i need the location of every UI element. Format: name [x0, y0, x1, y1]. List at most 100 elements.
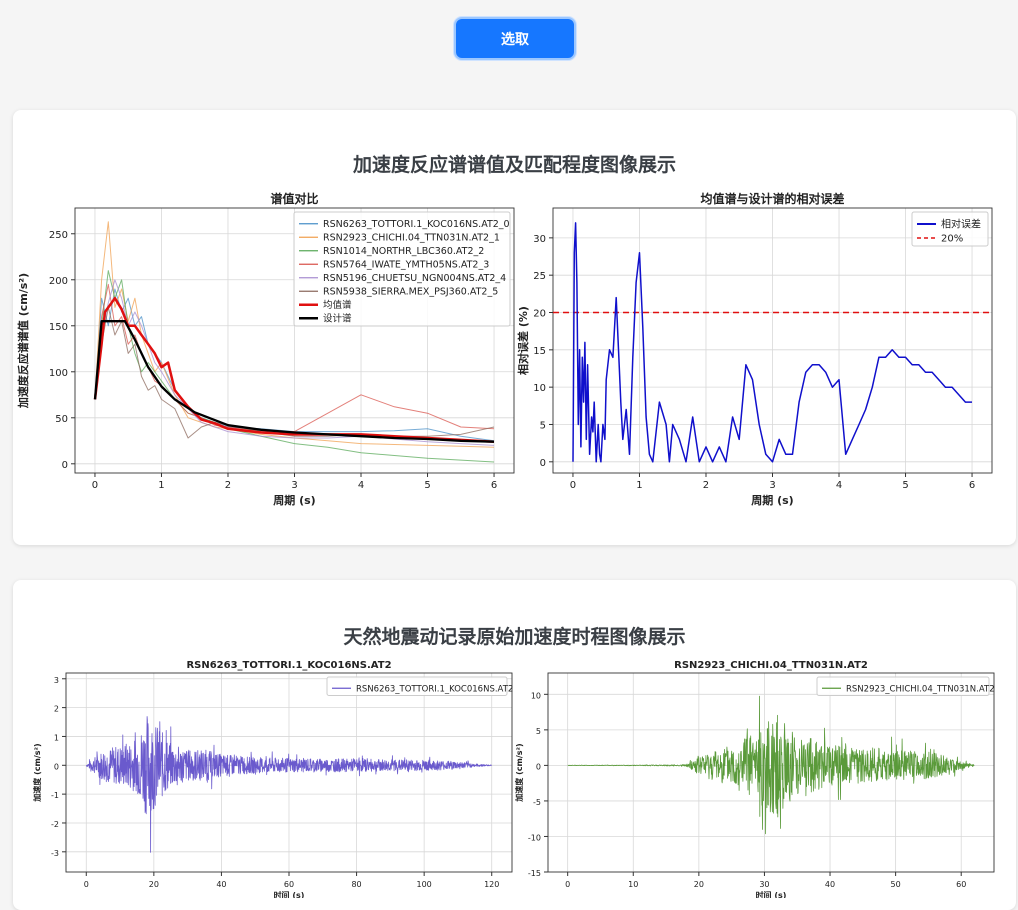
- y-tick-label: 200: [49, 276, 68, 287]
- series-line-6: [93, 296, 495, 443]
- x-tick-label: 120: [484, 880, 499, 889]
- y-tick-label: 150: [49, 322, 68, 333]
- x-tick-label: 40: [216, 880, 226, 889]
- x-tick-label: 0: [84, 880, 89, 889]
- y-tick-label: 5: [536, 727, 541, 736]
- legend-entry: RSN1014_NORTHR_LBC360.AT2_2: [323, 246, 484, 257]
- y-tick-label: 100: [49, 368, 68, 379]
- chart-title: RSN6263_TOTTORI.1_KOC016NS.AT2: [186, 660, 391, 671]
- x-axis-label: 周期 (s): [751, 493, 793, 507]
- x-tick-label: 3: [291, 480, 297, 491]
- legend-box: [816, 676, 990, 696]
- y-tick-label: 15: [533, 346, 546, 357]
- spectrum-section-title: 加速度反应谱谱值及匹配程度图像展示: [352, 154, 676, 176]
- x-tick-label: 1: [158, 480, 164, 491]
- axes-frame: [547, 672, 995, 873]
- timehistory-section-card: 天然地震动记录原始加速度时程图像展示: [13, 580, 1016, 910]
- y-tick-label: -15: [528, 869, 541, 878]
- series-line-3: [94, 283, 495, 433]
- y-tick-label: 3: [54, 676, 59, 685]
- y-axis-label: 加速度 (cm/s²): [32, 743, 42, 802]
- error-line: [572, 222, 972, 463]
- y-tick-label: 20: [533, 309, 546, 320]
- y-tick-label: 250: [49, 230, 68, 241]
- spectrum-section-card: 加速度反应谱谱值及匹配程度图像展示: [13, 110, 1016, 545]
- spectrum-legend: RSN6263_TOTTORI.1_KOC016NS.AT2_0 RSN2923_…: [293, 211, 511, 327]
- x-tick-label: 20: [694, 880, 704, 889]
- y-tick-label: -5: [533, 798, 541, 807]
- timehistory-section-title: 天然地震动记录原始加速度时程图像展示: [343, 626, 686, 648]
- x-tick-label: 30: [759, 880, 769, 889]
- y-axis-label: 相对误差 (%): [516, 306, 530, 375]
- y-tick-label: 2: [54, 705, 59, 714]
- x-axis-label: 时间 (s): [274, 890, 305, 898]
- x-tick-label: 4: [836, 480, 842, 491]
- y-tick-label: 50: [55, 414, 68, 425]
- acceleration-trace: [567, 695, 975, 835]
- legend-entry: RSN5938_SIERRA.MEX_PSJ360.AT2_5: [323, 287, 498, 298]
- x-tick-label: 5: [902, 480, 908, 491]
- x-tick-label: 60: [284, 880, 294, 889]
- x-tick-label: 5: [424, 480, 430, 491]
- y-tick-label: -10: [528, 833, 541, 842]
- legend-entry: RSN6263_TOTTORI.1_KOC016NS.AT2: [356, 684, 513, 694]
- y-tick-label: -1: [51, 791, 59, 800]
- x-tick-label: 6: [491, 480, 497, 491]
- x-axis-label: 周期 (s): [273, 493, 315, 507]
- chart-title: RSN2923_CHICHI.04_TTN031N.AT2: [674, 660, 868, 671]
- x-tick-label: 4: [358, 480, 364, 491]
- select-button[interactable]: 选取: [454, 17, 576, 60]
- legend-box: [293, 211, 511, 327]
- legend-entry: 相对误差: [941, 218, 981, 231]
- y-tick-label: 0: [62, 460, 68, 471]
- x-tick-label: 2: [703, 480, 709, 491]
- acceleration-trace: [85, 716, 492, 853]
- chart-title: 均值谱与设计谱的相对误差: [700, 191, 844, 206]
- x-tick-label: 60: [956, 880, 966, 889]
- y-tick-label: 0: [540, 458, 546, 469]
- x-tick-label: 0: [92, 480, 98, 491]
- x-tick-label: 6: [969, 480, 975, 491]
- y-tick-label: 5: [540, 420, 546, 431]
- history-legend: RSN6263_TOTTORI.1_KOC016NS.AT2: [326, 676, 513, 696]
- x-tick-label: 0: [570, 480, 576, 491]
- y-tick-label: 0: [536, 762, 541, 771]
- y-tick-label: 0: [54, 762, 59, 771]
- series-line-7: [93, 320, 495, 443]
- x-tick-label: 2: [225, 480, 231, 491]
- history-axes-3: 0 10 20 30 40 50 60 -15 -10 -5 0 5 10 RSN2923_CHICHI.…: [514, 660, 995, 898]
- x-tick-label: 1: [636, 480, 642, 491]
- y-tick-label: 10: [533, 383, 546, 394]
- legend-entry: RSN6263_TOTTORI.1_KOC016NS.AT2_0: [323, 219, 510, 230]
- legend-entry: RSN2923_CHICHI.04_TTN031N.AT2: [846, 684, 995, 694]
- x-tick-label: 3: [769, 480, 775, 491]
- x-tick-label: 0: [565, 880, 570, 889]
- y-tick-label: 1: [54, 733, 59, 742]
- legend-entry: RSN5764_IWATE_YMTH05NS.AT2_3: [323, 260, 489, 271]
- x-tick-label: 10: [628, 880, 638, 889]
- y-axis-label: 加速度 (cm/s²): [514, 743, 524, 802]
- x-tick-label: 40: [825, 880, 835, 889]
- y-tick-label: -3: [51, 849, 59, 858]
- y-axis-label: 加速度反应谱谱值 (cm/s²): [16, 273, 30, 409]
- legend-entry: 均值谱: [323, 299, 352, 311]
- legend-entry: 20%: [941, 234, 963, 245]
- y-tick-label: 30: [533, 234, 546, 245]
- y-tick-label: 10: [531, 691, 541, 700]
- x-axis-label: 时间 (s): [756, 890, 787, 898]
- history-legend: RSN2923_CHICHI.04_TTN031N.AT2: [816, 676, 995, 696]
- chart-title: 谱值对比: [270, 191, 318, 206]
- legend-entry: 设计谱: [323, 313, 352, 325]
- legend-entry: RSN2923_CHICHI.04_TTN031N.AT2_1: [323, 233, 500, 244]
- x-tick-label: 100: [417, 880, 432, 889]
- x-tick-label: 80: [351, 880, 361, 889]
- y-tick-label: 25: [533, 271, 546, 282]
- legend-box: [326, 676, 508, 696]
- y-tick-label: -2: [51, 820, 59, 829]
- x-tick-label: 50: [891, 880, 901, 889]
- legend-entry: RSN5196_CHUETSU_NGN004NS.AT2_4: [323, 273, 506, 284]
- error-legend: 相对误差 20%: [911, 211, 989, 247]
